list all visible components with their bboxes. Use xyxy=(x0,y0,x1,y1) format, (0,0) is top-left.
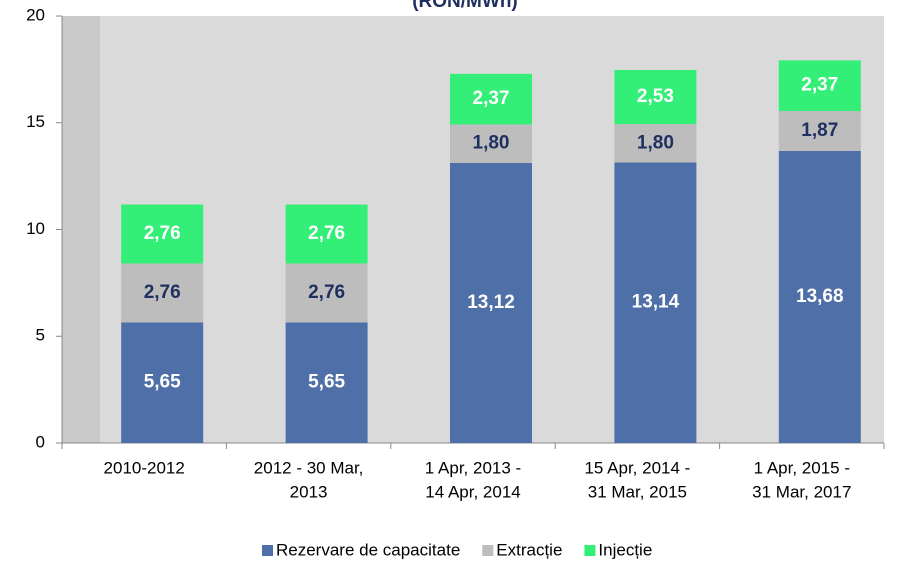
x-tick-label: 2010-2012 xyxy=(104,458,185,477)
bar-segment xyxy=(285,322,368,443)
value-label: 13,14 xyxy=(632,292,680,313)
value-label: 2,37 xyxy=(473,88,510,109)
bar-segment xyxy=(121,204,204,264)
bar-segment xyxy=(450,73,532,125)
y-tick-label: 15 xyxy=(26,112,45,131)
bar-segment xyxy=(614,70,697,125)
bar-segment xyxy=(285,263,368,323)
value-label: 2,76 xyxy=(308,223,345,244)
value-label: 2,76 xyxy=(144,223,181,244)
legend-swatch xyxy=(482,545,494,556)
x-tick-label: 31 Mar, 2017 xyxy=(752,482,851,501)
bar-segment xyxy=(121,263,204,323)
bar-segment xyxy=(121,322,204,443)
value-label: 13,68 xyxy=(796,286,844,307)
x-tick-label: 2013 xyxy=(290,482,328,501)
y-tick-label: 20 xyxy=(26,5,45,24)
legend-label: Extracție xyxy=(496,540,562,559)
x-tick-label: 31 Mar, 2015 xyxy=(588,482,687,501)
value-label: 1,80 xyxy=(473,133,510,154)
y-tick-label: 10 xyxy=(26,219,45,238)
value-label: 2,76 xyxy=(308,282,345,303)
value-label: 5,65 xyxy=(308,372,345,393)
legend-swatch xyxy=(262,545,273,556)
y-tick-label: 0 xyxy=(36,432,45,451)
x-tick-label: 2012 - 30 Mar, xyxy=(254,458,364,477)
x-tick-label: 14 Apr, 2014 xyxy=(425,482,520,501)
x-tick-label: 1 Apr, 2013 - xyxy=(425,458,521,477)
value-label: 1,80 xyxy=(637,132,674,153)
value-label: 2,76 xyxy=(144,282,181,303)
bar-segment xyxy=(778,60,861,112)
value-label: 2,37 xyxy=(801,75,838,96)
value-label: 1,87 xyxy=(801,120,838,141)
bar-segment xyxy=(450,162,532,443)
bar-segment xyxy=(778,111,861,151)
bar-segment xyxy=(450,124,532,163)
legend-swatch xyxy=(584,545,596,556)
legend-label: Rezervare de capacitate xyxy=(276,540,460,559)
legend-label: Injecție xyxy=(598,540,652,559)
plot-wall xyxy=(62,16,100,443)
bar-segment xyxy=(285,204,368,264)
x-tick-label: 15 Apr, 2014 - xyxy=(584,458,690,477)
bar-segment xyxy=(614,124,697,163)
value-label: 13,12 xyxy=(467,292,515,313)
bar-segment xyxy=(614,162,697,443)
value-label: 2,53 xyxy=(637,86,674,107)
value-label: 5,65 xyxy=(144,372,181,393)
chart-title: (RON/MWh) xyxy=(412,0,518,12)
x-tick-label: 1 Apr, 2015 - xyxy=(754,458,850,477)
bar-segment xyxy=(778,150,861,443)
y-tick-label: 5 xyxy=(36,326,45,345)
